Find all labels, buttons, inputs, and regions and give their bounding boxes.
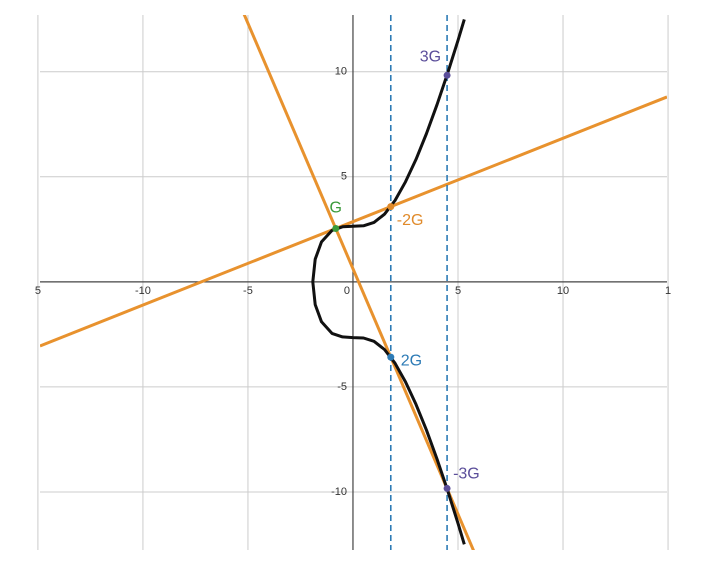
point [387, 203, 395, 211]
plot [40, 15, 667, 550]
point-label: G [330, 200, 342, 217]
point-label: -2G [397, 212, 424, 229]
x-tick-label: -10 [135, 285, 151, 297]
secant-line [242, 15, 475, 550]
y-tick-label: -10 [331, 486, 347, 498]
y-tick-label: 5 [341, 171, 347, 183]
y-tick-label: 10 [335, 66, 347, 78]
x-tick-label: 5 [455, 285, 461, 297]
point-label: -3G [453, 466, 480, 483]
x-tick-label: 5 [35, 285, 41, 297]
x-tick-label: 1 [665, 285, 671, 297]
x-tick-label: 0 [344, 285, 350, 297]
point [443, 484, 451, 492]
point [443, 71, 451, 79]
point-label: 2G [401, 352, 422, 369]
secant-line [40, 95, 667, 348]
point [387, 353, 395, 361]
point [332, 224, 340, 232]
x-tick-label: -5 [243, 285, 253, 297]
x-tick-label: 10 [557, 285, 569, 297]
y-tick-label: -5 [337, 381, 347, 393]
curve [311, 18, 466, 545]
point-label: 3G [420, 49, 441, 66]
